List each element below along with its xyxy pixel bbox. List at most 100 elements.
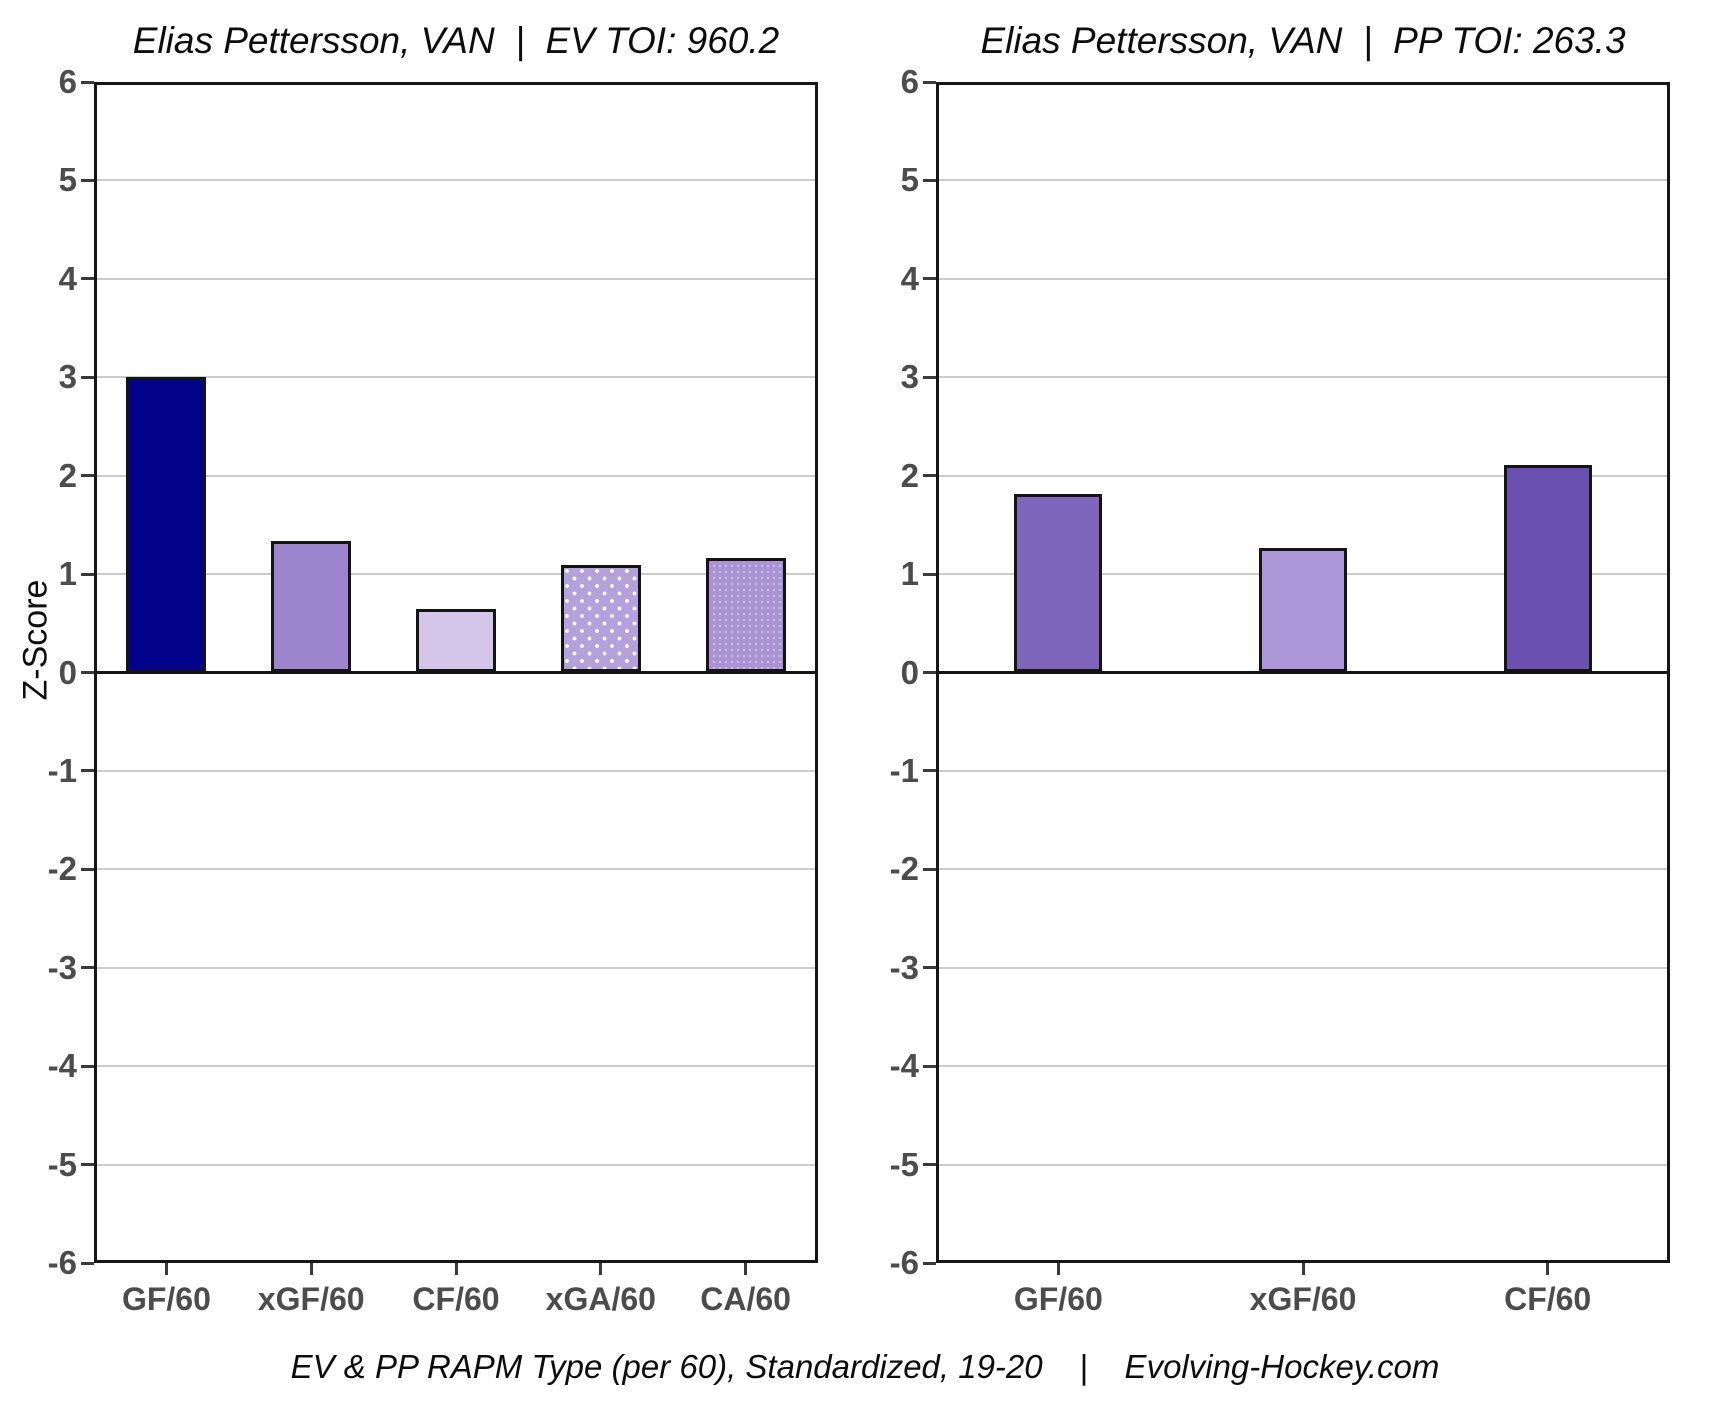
gridline [94,277,818,280]
bar-cf60 [416,608,496,673]
x-axis-tick [1546,1263,1550,1275]
y-tick-label: -4 [889,1047,919,1085]
y-tick-label: 6 [58,63,77,100]
panel-ev-title: Elias Pettersson, VAN | EV TOI: 960.2 [132,20,780,61]
y-axis-tick [81,867,94,871]
y-axis-tick [923,178,936,182]
y-tick-label: 6 [900,63,919,100]
y-axis-tick [923,671,936,674]
y-tick-label: 2 [900,456,919,494]
y-tick-label: 5 [58,161,77,199]
y-axis-tick [923,1064,936,1068]
gridline [936,966,1670,969]
zero-baseline [94,671,818,674]
y-tick-label: -6 [889,1244,919,1281]
gridline [936,376,1670,379]
x-axis-tick [1056,1263,1060,1275]
x-tick-label: CF/60 [412,1281,500,1317]
y-axis-tick [923,769,936,773]
y-tick-label: 3 [900,358,919,396]
y-axis-tick [923,375,936,379]
bar-xgf60 [1259,548,1347,673]
bar-gf60 [126,377,207,673]
gridline [936,474,1670,477]
y-tick-label: 4 [58,259,77,297]
plot-area: 6 5 4 3 2 1 0 -1 -2 -3 -4 -5 -6 GF/60 xGF/60 CF/60 xGA/6… [48,63,818,1317]
y-axis-tick [81,80,94,84]
gridline [94,1163,818,1166]
y-axis-tick [923,966,936,970]
y-axis-tick [923,867,936,871]
plot-area: 6 5 4 3 2 1 0 -1 -2 -3 -4 -5 -6 GF/60 xGF/60 CF/60 [890,63,1670,1317]
bar-ca60 [705,558,786,673]
gridline [936,1065,1670,1068]
y-tick-label: 3 [58,358,77,396]
y-axis-tick [81,375,94,379]
gridline [94,376,818,379]
bar-cf60 [1503,464,1592,673]
gridline [94,769,818,772]
y-axis-tick [923,474,936,478]
gridline [936,179,1670,182]
gridline [936,868,1670,871]
y-axis-tick [923,1261,936,1265]
bar-xga60 [560,565,641,673]
y-axis-tick [81,277,94,281]
y-axis-tick [81,671,94,674]
y-tick-label: 1 [58,555,77,593]
x-tick-label: xGF/60 [257,1281,365,1317]
zero-baseline [936,671,1670,674]
y-axis-tick [81,178,94,182]
x-tick-label: GF/60 [121,1281,211,1317]
bar-gf60 [1014,494,1103,673]
bar-xgf60 [271,540,352,673]
x-tick-label: xGA/60 [545,1281,656,1317]
y-tick-label: 2 [58,456,77,494]
figure-caption: EV & PP RAPM Type (per 60), Standardized… [290,1348,1440,1385]
x-axis-tick [454,1263,458,1275]
y-tick-label: -5 [889,1145,919,1183]
y-tick-label: 5 [900,161,919,199]
y-tick-label: -3 [889,948,919,986]
y-tick-label: 4 [900,259,919,297]
y-tick-label: -2 [47,850,77,888]
x-tick-label: GF/60 [1013,1281,1103,1317]
x-tick-label: CF/60 [1504,1281,1592,1317]
x-tick-label: xGF/60 [1249,1281,1357,1317]
y-axis-tick [923,572,936,576]
y-axis-tick [81,572,94,576]
gridline [94,966,818,969]
gridline [936,277,1670,280]
y-tick-label: 0 [58,653,77,691]
gridline [94,474,818,477]
panel-pp: Elias Pettersson, VAN | PP TOI: 263.3 6 5… [890,20,1670,1317]
gridline [94,868,818,871]
y-tick-label: -1 [889,751,919,789]
gridline [94,179,818,182]
y-axis-tick [923,80,936,84]
y-tick-label: -4 [47,1047,77,1085]
gridline [94,1065,818,1068]
gridline [936,1163,1670,1166]
y-tick-label: -1 [47,751,77,789]
panel-ev: Elias Pettersson, VAN | EV TOI: 960.2 6 5… [48,20,818,1317]
y-tick-label: -6 [47,1244,77,1281]
x-axis-tick [164,1263,168,1275]
y-axis-tick [81,1064,94,1068]
y-tick-label: -5 [47,1145,77,1183]
y-tick-label: 0 [900,653,919,691]
x-axis-tick [309,1263,313,1275]
gridline [936,769,1670,772]
x-axis-tick [599,1263,603,1275]
x-axis-tick [1301,1263,1305,1275]
y-axis-tick [81,1261,94,1265]
y-axis-tick [923,1163,936,1167]
gridline [94,573,818,576]
y-tick-label: -2 [889,850,919,888]
y-tick-label: -3 [47,948,77,986]
x-tick-label: CA/60 [700,1281,791,1317]
y-axis-tick [923,277,936,281]
y-axis-tick [81,474,94,478]
x-axis-tick [744,1263,748,1275]
